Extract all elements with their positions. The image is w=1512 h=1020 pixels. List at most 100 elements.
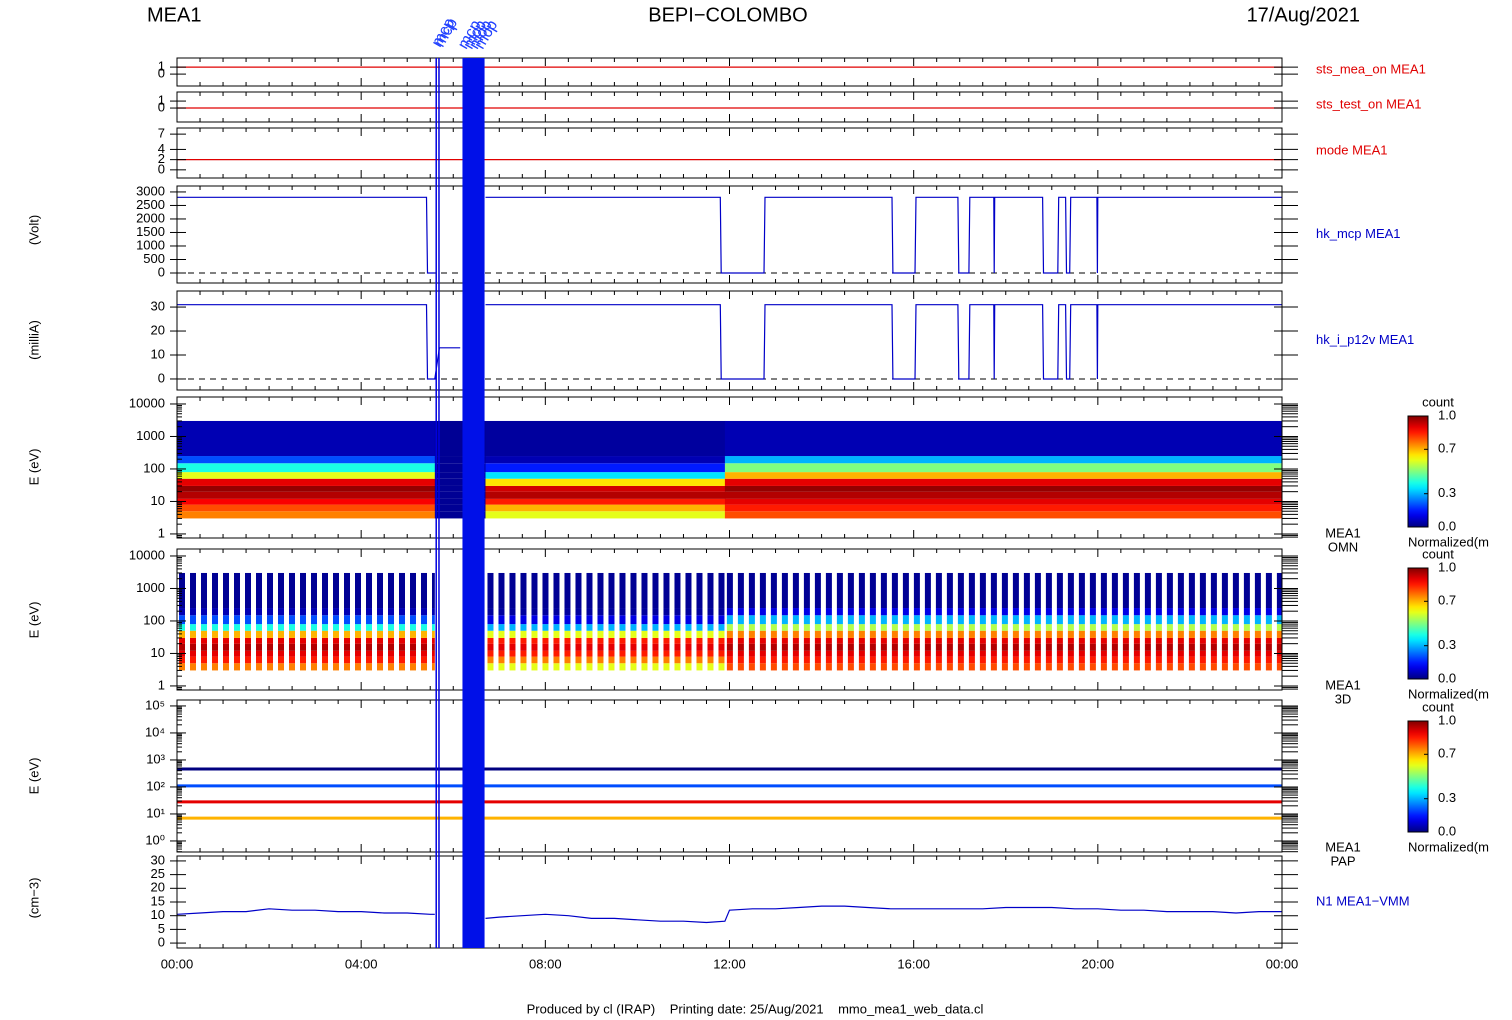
spectrum-cell [674, 643, 681, 651]
spectrum-cell [377, 630, 383, 638]
spectrum-cell [814, 656, 821, 664]
spectrum-cell [201, 615, 207, 625]
spectrum-cell [1243, 637, 1250, 644]
spectrum-cell [586, 637, 593, 644]
spectrum-cell [968, 624, 975, 631]
spectrum-cell [957, 643, 964, 651]
spectrum-cell [485, 498, 726, 505]
spectrum-cell [278, 624, 284, 631]
header-left: MEA1 [147, 4, 201, 26]
spectrum-cell [630, 624, 637, 631]
panel-data [179, 572, 1282, 671]
spectrum-cell [674, 608, 681, 616]
spectrum-cell [652, 643, 659, 651]
spectrum-cell [759, 630, 766, 638]
y-tick-label: 10 [151, 907, 165, 922]
spectrum-cell [1012, 615, 1019, 625]
spectrum-cell [726, 643, 733, 651]
spectrum-cell [770, 663, 777, 671]
spectrum-cell [366, 656, 372, 664]
spectrum-cell [707, 650, 714, 657]
spectrum-cell [434, 478, 486, 486]
spectrum-cell [344, 608, 350, 616]
spectrum-cell [1111, 624, 1118, 631]
spectrum-cell [586, 624, 593, 631]
spectrum-cell [759, 656, 766, 664]
spectrum-cell [542, 643, 549, 651]
spectrum-cell [1155, 656, 1162, 664]
spectrum-cell [1155, 572, 1162, 609]
spectrum-cell [726, 637, 733, 644]
spectrum-cell [1078, 663, 1085, 671]
spectrum-cell [498, 656, 505, 664]
spectrum-cell [869, 656, 876, 664]
spectrum-cell [1254, 637, 1261, 644]
spectrum-cell [190, 650, 196, 657]
spectrum-cell [1221, 624, 1228, 631]
spectrum-cell [487, 656, 494, 664]
spectrum-cell [177, 472, 436, 479]
spectrum-cell [201, 650, 207, 657]
spectrum-cell [770, 643, 777, 651]
spectrum-cell [485, 463, 726, 473]
spectrum-cell [913, 650, 920, 657]
spectrum-cell [968, 643, 975, 651]
spectrum-cell [990, 608, 997, 616]
spectrum-cell [223, 572, 229, 609]
spectrum-cell [913, 643, 920, 651]
spectrum-cell [201, 637, 207, 644]
spectrum-cell [1166, 643, 1173, 651]
spectrum-cell [696, 615, 703, 625]
spectrum-cell [619, 637, 626, 644]
spectrum-cell [770, 630, 777, 638]
spectrum-cell [421, 650, 427, 657]
spectrum-cell [1111, 643, 1118, 651]
y-tick-label: 10 [151, 346, 165, 361]
spectrum-cell [1100, 637, 1107, 644]
spectrum-cell [924, 615, 931, 625]
spectrum-cell [322, 650, 328, 657]
spectrum-cell [366, 663, 372, 671]
spectrum-cell [485, 511, 726, 519]
spectrum-cell [737, 637, 744, 644]
spectrum-cell [935, 656, 942, 664]
spectrum-cell [718, 608, 725, 616]
spectrum-cell [245, 637, 251, 644]
spectrum-cell [432, 608, 435, 616]
spectrum-cell [726, 630, 733, 638]
spectrum-cell [223, 663, 229, 671]
spectrum-cell [1122, 663, 1129, 671]
spectrum-cell [1056, 630, 1063, 638]
spectrum-cell [1089, 656, 1096, 664]
colorbar-tick-label: 0.7 [1438, 593, 1456, 608]
spectrum-cell [245, 656, 251, 664]
spectrum-cell [696, 656, 703, 664]
spectrum-cell [520, 643, 527, 651]
spectrum-cell [652, 615, 659, 625]
spectrum-cell [300, 624, 306, 631]
spectrum-cell [869, 630, 876, 638]
spectrum-cell [520, 572, 527, 609]
y-tick-label: 20 [151, 880, 165, 895]
spectrum-cell [935, 572, 942, 609]
spectrum-cell [509, 608, 516, 616]
spectrum-cell [388, 630, 394, 638]
spectrum-cell [531, 630, 538, 638]
spectrum-cell [355, 630, 361, 638]
spectrum-cell [1056, 650, 1063, 657]
spectrum-cell [487, 572, 494, 609]
spectrum-cell [333, 572, 339, 609]
y-tick-label: 1 [158, 525, 165, 540]
spectrum-cell [1023, 656, 1030, 664]
y-tick-label: 500 [143, 251, 165, 266]
spectrum-cell [663, 656, 670, 664]
y-tick-label: 0 [158, 264, 165, 279]
spectrum-cell [748, 637, 755, 644]
spectrum-cell [935, 624, 942, 631]
spectrum-cell [256, 637, 262, 644]
spectrum-cell [190, 656, 196, 664]
spectrum-cell [234, 572, 240, 609]
spectrum-cell [880, 637, 887, 644]
spectrum-cell [957, 663, 964, 671]
colorbar-tick-label: 1.0 [1438, 712, 1456, 727]
